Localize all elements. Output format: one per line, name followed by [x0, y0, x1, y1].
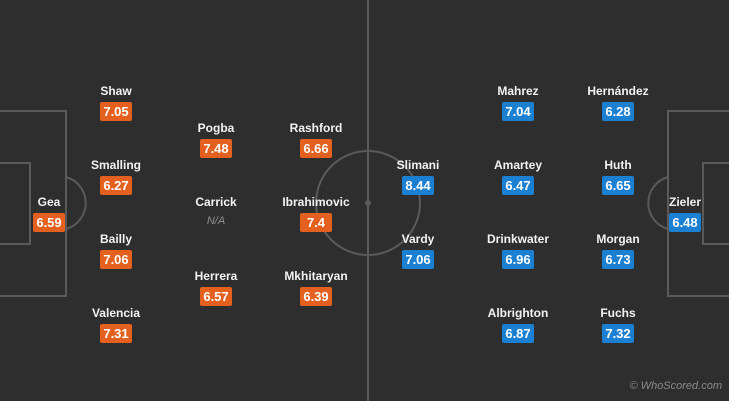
player-home-carrick[interactable]: Carrick N/A [171, 195, 261, 231]
player-rating: 6.66 [300, 139, 332, 158]
player-away-zieler[interactable]: Zieler 6.48 [640, 195, 729, 232]
player-name: Gea [37, 195, 61, 209]
player-rating: 7.48 [200, 139, 232, 158]
player-rating: 7.06 [402, 250, 434, 269]
player-name: Slimani [396, 158, 440, 172]
player-name: Carrick [195, 195, 237, 209]
player-rating: N/A [206, 215, 226, 227]
player-home-pogba[interactable]: Pogba 7.48 [171, 121, 261, 158]
player-name: Pogba [197, 121, 235, 135]
player-rating: 6.48 [669, 213, 701, 232]
player-name: Drinkwater [486, 232, 550, 246]
player-name: Rashford [289, 121, 343, 135]
player-rating: 7.32 [602, 324, 634, 343]
player-home-herrera[interactable]: Herrera 6.57 [171, 269, 261, 306]
player-away-albrighton[interactable]: Albrighton 6.87 [473, 306, 563, 343]
player-name: Amartey [493, 158, 543, 172]
player-name: Herrera [194, 269, 238, 283]
player-home-bailly[interactable]: Bailly 7.06 [71, 232, 161, 269]
player-name: Vardy [401, 232, 435, 246]
player-away-morgan[interactable]: Morgan 6.73 [573, 232, 663, 269]
player-name: Albrighton [487, 306, 549, 320]
player-name: Fuchs [600, 306, 636, 320]
player-name: Shaw [100, 84, 132, 98]
player-away-slimani[interactable]: Slimani 8.44 [373, 158, 463, 195]
player-home-shaw[interactable]: Shaw 7.05 [71, 84, 161, 121]
player-rating: 6.87 [502, 324, 534, 343]
player-rating: 6.47 [502, 176, 534, 195]
player-rating: 6.28 [602, 102, 634, 121]
player-name: Smalling [90, 158, 141, 172]
player-rating: 6.57 [200, 287, 232, 306]
player-away-hernandez[interactable]: Hernández 6.28 [573, 84, 663, 121]
player-name: Mahrez [497, 84, 539, 98]
player-rating: 6.59 [33, 213, 65, 232]
player-rating: 6.39 [300, 287, 332, 306]
player-home-rashford[interactable]: Rashford 6.66 [271, 121, 361, 158]
player-rating: 7.06 [100, 250, 132, 269]
watermark: © WhoScored.com [629, 380, 722, 392]
player-name: Huth [604, 158, 632, 172]
player-home-mkhitaryan[interactable]: Mkhitaryan 6.39 [271, 269, 361, 306]
player-away-mahrez[interactable]: Mahrez 7.04 [473, 84, 563, 121]
player-away-huth[interactable]: Huth 6.65 [573, 158, 663, 195]
player-away-fuchs[interactable]: Fuchs 7.32 [573, 306, 663, 343]
player-rating: 7.05 [100, 102, 132, 121]
player-rating: 7.31 [100, 324, 132, 343]
player-name: Ibrahimovic [282, 195, 350, 209]
player-name: Morgan [596, 232, 640, 246]
player-rating: 6.65 [602, 176, 634, 195]
player-rating: 6.27 [100, 176, 132, 195]
player-away-amartey[interactable]: Amartey 6.47 [473, 158, 563, 195]
player-name: Zieler [668, 195, 701, 209]
player-rating: 6.96 [502, 250, 534, 269]
player-home-ibrahimovic[interactable]: Ibrahimovic 7.4 [271, 195, 361, 232]
player-rating: 7.4 [300, 213, 332, 232]
player-away-vardy[interactable]: Vardy 7.06 [373, 232, 463, 269]
player-away-drinkwater[interactable]: Drinkwater 6.96 [473, 232, 563, 269]
player-rating: 8.44 [402, 176, 434, 195]
player-rating: 7.04 [502, 102, 534, 121]
player-name: Bailly [99, 232, 132, 246]
player-rating: 6.73 [602, 250, 634, 269]
player-home-gea[interactable]: Gea 6.59 [4, 195, 94, 232]
player-home-smalling[interactable]: Smalling 6.27 [71, 158, 161, 195]
player-name: Valencia [91, 306, 141, 320]
player-home-valencia[interactable]: Valencia 7.31 [71, 306, 161, 343]
player-name: Hernández [587, 84, 649, 98]
player-name: Mkhitaryan [284, 269, 348, 283]
